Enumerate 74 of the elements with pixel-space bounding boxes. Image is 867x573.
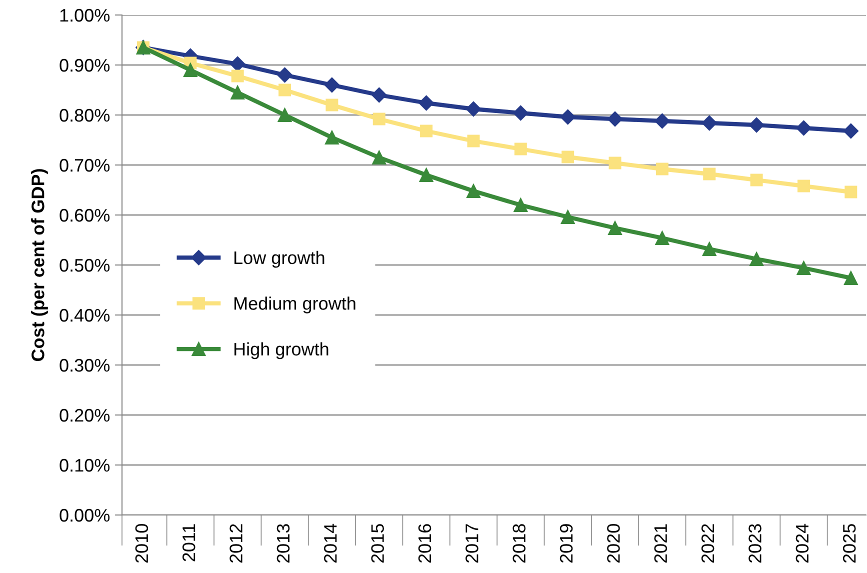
point xyxy=(608,156,622,170)
x-tick-label: 2014 xyxy=(324,524,337,563)
point xyxy=(843,123,858,139)
point xyxy=(560,109,576,125)
point xyxy=(467,134,480,148)
point xyxy=(324,77,340,93)
y-tick-label: 0.80% xyxy=(60,108,110,122)
y-tick-label: 0.30% xyxy=(60,358,110,372)
x-tick-label: 2020 xyxy=(607,524,620,563)
point xyxy=(844,271,858,285)
point xyxy=(608,221,622,235)
point xyxy=(325,130,339,144)
x-tick-label: 2021 xyxy=(654,524,668,563)
x-tick-label: 2015 xyxy=(371,524,384,563)
y-axis-title: Cost (per cent of GDP) xyxy=(31,169,48,362)
x-tick-label: 2022 xyxy=(701,524,714,563)
point xyxy=(372,87,387,103)
point xyxy=(607,111,623,127)
y-tick-label: 0.00% xyxy=(60,508,110,522)
point xyxy=(514,198,528,212)
point xyxy=(277,67,292,83)
point xyxy=(278,84,292,96)
point xyxy=(418,95,434,111)
point xyxy=(750,252,764,266)
point xyxy=(420,124,433,138)
point xyxy=(183,63,198,77)
x-tick-label: 2017 xyxy=(466,524,478,563)
point xyxy=(655,231,670,245)
y-tick-label: 0.40% xyxy=(60,308,110,322)
point xyxy=(702,242,716,256)
y-tick-label: 0.60% xyxy=(60,208,110,222)
point xyxy=(562,150,574,164)
point xyxy=(514,142,527,156)
point xyxy=(372,112,386,126)
point xyxy=(796,261,811,275)
legend-label: High growth xyxy=(234,342,328,360)
x-tick-label: 2016 xyxy=(418,524,432,563)
point xyxy=(748,117,764,133)
point xyxy=(560,210,575,224)
y-tick-label: 0.50% xyxy=(60,258,110,272)
point xyxy=(231,70,244,82)
x-tick-label: 2019 xyxy=(560,524,573,563)
legend-label: Medium growth xyxy=(234,296,356,314)
x-tick-label: 2023 xyxy=(748,524,762,563)
point xyxy=(796,120,812,136)
point xyxy=(844,186,858,198)
point xyxy=(466,184,480,198)
point xyxy=(656,162,668,176)
point xyxy=(750,174,763,186)
y-tick-label: 0.10% xyxy=(60,458,110,472)
x-tick-label: 2024 xyxy=(796,524,809,563)
x-tick-label: 2012 xyxy=(230,524,242,563)
x-tick-label: 2010 xyxy=(135,524,148,563)
y-tick-label: 0.70% xyxy=(60,158,110,172)
point xyxy=(230,86,245,100)
point xyxy=(654,113,670,129)
x-tick-label: 2011 xyxy=(182,524,196,562)
point xyxy=(419,168,434,182)
x-tick-label: 2025 xyxy=(842,524,856,563)
x-tick-label: 2013 xyxy=(276,524,290,563)
point xyxy=(230,56,246,72)
y-tick-label: 1.00% xyxy=(60,8,110,22)
point xyxy=(703,168,716,180)
point xyxy=(702,115,717,131)
point xyxy=(513,105,528,121)
point xyxy=(326,98,338,112)
point xyxy=(278,108,292,122)
y-tick-label: 0.90% xyxy=(60,58,110,72)
point xyxy=(466,101,482,117)
point xyxy=(372,150,386,164)
legend-label: Low growth xyxy=(234,250,324,268)
x-tick-label: 2018 xyxy=(512,524,526,563)
point xyxy=(797,180,810,192)
y-tick-label: 0.20% xyxy=(60,408,110,422)
